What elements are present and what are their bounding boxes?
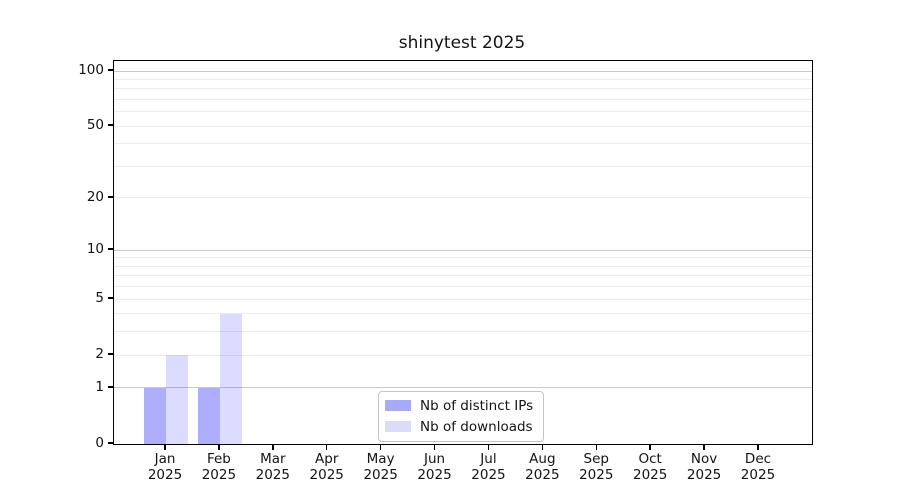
x-tick-mark bbox=[164, 444, 166, 450]
bar-nb-of-distinct-ips-feb bbox=[197, 387, 220, 444]
x-tick-year: 2025 bbox=[686, 467, 722, 483]
x-tick-label-jun: Jun 2025 bbox=[403, 451, 467, 484]
x-tick-year: 2025 bbox=[309, 467, 344, 483]
x-tick-year: 2025 bbox=[363, 467, 398, 483]
gridline-minor bbox=[114, 98, 812, 100]
x-tick-month: Sep bbox=[583, 450, 609, 467]
y-tick-mark bbox=[108, 297, 113, 299]
y-tick-label: 100 bbox=[78, 62, 104, 78]
gridline-major bbox=[114, 70, 812, 72]
x-tick-month: Feb bbox=[206, 450, 231, 467]
gridline-minor bbox=[114, 286, 812, 288]
x-tick-mark bbox=[379, 444, 382, 450]
x-tick-month: Jan bbox=[154, 450, 176, 467]
gridline-minor bbox=[114, 165, 812, 167]
gridline-minor bbox=[114, 298, 812, 300]
gridline-major bbox=[114, 249, 812, 251]
gridline-minor bbox=[114, 143, 812, 145]
x-tick-mark bbox=[218, 444, 220, 450]
x-tick-year: 2025 bbox=[525, 467, 560, 483]
legend-label-downloads: Nb of downloads bbox=[420, 418, 533, 435]
gridline-minor bbox=[114, 111, 812, 113]
x-tick-month: May bbox=[366, 450, 395, 467]
x-tick-year: 2025 bbox=[740, 467, 776, 483]
bar-nb-of-downloads-jan bbox=[166, 355, 188, 444]
y-tick-mark bbox=[108, 386, 113, 388]
y-tick-label: 2 bbox=[95, 346, 104, 363]
gridline-minor bbox=[114, 313, 812, 315]
x-tick-month: Nov bbox=[690, 450, 718, 467]
legend-label-distinct-ips: Nb of distinct IPs bbox=[420, 397, 534, 414]
x-tick-label-may: May 2025 bbox=[349, 451, 413, 484]
x-tick-year: 2025 bbox=[632, 467, 668, 483]
x-tick-year: 2025 bbox=[471, 467, 506, 483]
x-tick-label-jan: Jan 2025 bbox=[133, 451, 197, 484]
legend-item-downloads: Nb of downloads bbox=[385, 417, 534, 436]
x-tick-label-nov: Nov 2025 bbox=[672, 451, 736, 484]
y-tick-mark bbox=[108, 442, 113, 444]
chart-title: shinytest 2025 bbox=[398, 33, 526, 53]
x-tick-month: Dec bbox=[744, 450, 772, 467]
y-tick-mark bbox=[108, 196, 113, 198]
gridline-minor bbox=[114, 257, 812, 259]
x-tick-label-mar: Mar 2025 bbox=[241, 451, 305, 484]
x-tick-mark bbox=[433, 444, 436, 450]
x-tick-label-feb: Feb 2025 bbox=[187, 451, 251, 484]
bar-nb-of-downloads-feb bbox=[219, 313, 242, 444]
gridline-minor bbox=[114, 197, 812, 199]
x-tick-mark bbox=[649, 444, 651, 450]
y-tick-label: 5 bbox=[95, 290, 104, 307]
y-tick-label: 1 bbox=[95, 378, 104, 395]
y-tick-mark bbox=[108, 353, 113, 355]
gridline-major bbox=[114, 387, 812, 389]
x-tick-label-sep: Sep 2025 bbox=[564, 451, 628, 484]
x-tick-mark bbox=[703, 444, 705, 450]
x-tick-year: 2025 bbox=[201, 467, 237, 483]
x-tick-month: Jul bbox=[480, 450, 497, 467]
downloads-swatch bbox=[385, 421, 411, 432]
y-tick-mark bbox=[108, 248, 113, 250]
gridline-minor bbox=[114, 88, 812, 90]
gridline-minor bbox=[114, 265, 812, 267]
x-tick-label-aug: Aug 2025 bbox=[510, 451, 574, 484]
x-tick-mark bbox=[757, 444, 759, 450]
x-tick-month: Mar bbox=[260, 450, 286, 467]
gridline-minor bbox=[114, 275, 812, 277]
x-tick-year: 2025 bbox=[579, 467, 614, 483]
x-tick-label-apr: Apr 2025 bbox=[295, 451, 359, 484]
gridline-minor bbox=[114, 78, 812, 80]
x-tick-year: 2025 bbox=[147, 467, 183, 483]
x-tick-year: 2025 bbox=[417, 467, 452, 483]
gridline-minor bbox=[114, 125, 812, 127]
x-tick-label-jul: Jul 2025 bbox=[456, 451, 520, 484]
distinct-ips-swatch bbox=[385, 400, 411, 411]
gridline-minor bbox=[114, 331, 812, 333]
x-tick-label-oct: Oct 2025 bbox=[618, 451, 682, 484]
y-tick-mark bbox=[108, 69, 113, 71]
x-tick-label-dec: Dec 2025 bbox=[726, 451, 790, 484]
x-tick-month: Jun bbox=[423, 450, 446, 467]
legend: Nb of distinct IPs Nb of downloads bbox=[378, 391, 544, 442]
x-tick-month: Aug bbox=[529, 450, 556, 467]
x-tick-mark bbox=[541, 444, 544, 450]
y-tick-label: 20 bbox=[86, 188, 104, 205]
bar-nb-of-distinct-ips-jan bbox=[144, 387, 166, 444]
x-tick-mark bbox=[325, 444, 328, 450]
x-tick-month: Oct bbox=[638, 450, 662, 467]
x-tick-year: 2025 bbox=[255, 467, 290, 483]
y-tick-label: 0 bbox=[95, 435, 104, 451]
x-tick-mark bbox=[595, 444, 598, 450]
y-tick-label: 50 bbox=[86, 117, 104, 134]
plot-area bbox=[113, 60, 813, 445]
y-tick-label: 10 bbox=[86, 241, 104, 258]
gridline-minor bbox=[114, 354, 812, 356]
legend-item-distinct-ips: Nb of distinct IPs bbox=[385, 396, 534, 415]
x-tick-month: Apr bbox=[315, 450, 339, 467]
x-tick-mark bbox=[487, 444, 490, 450]
y-tick-mark bbox=[108, 124, 113, 126]
x-tick-mark bbox=[272, 444, 274, 450]
